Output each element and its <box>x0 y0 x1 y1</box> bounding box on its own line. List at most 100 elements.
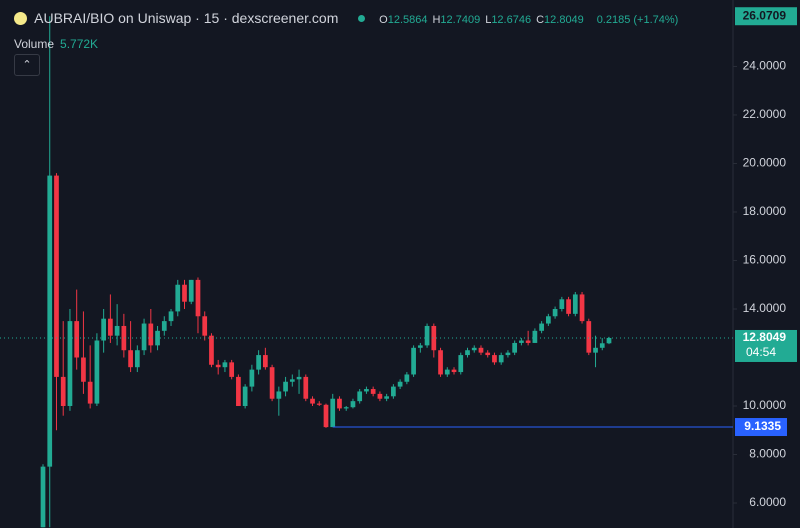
countdown: 04:54 <box>746 345 776 359</box>
candle-body <box>161 321 167 331</box>
ohlc-value: 12.7409 <box>440 14 481 26</box>
candle-body <box>81 357 86 382</box>
candle-body <box>559 299 565 309</box>
candle-body <box>397 381 403 387</box>
candle-body <box>202 316 208 336</box>
volume-legend: Volume 5.772K <box>14 37 98 51</box>
candle-body <box>148 323 154 346</box>
y-tick-label: 6.0000 <box>749 495 786 509</box>
candle-body <box>471 347 477 351</box>
candle-body <box>357 391 363 402</box>
candle-body <box>323 404 329 428</box>
change: 0.2185 (+1.74%) <box>596 14 679 26</box>
candle-body <box>195 279 201 317</box>
candle-body <box>444 369 450 375</box>
candle-body <box>532 330 538 343</box>
candle-body <box>229 362 235 377</box>
candle-body <box>364 389 369 392</box>
candle-body <box>465 350 470 356</box>
candle-body <box>262 355 268 368</box>
candle-body <box>451 369 457 373</box>
ohlc-key: O <box>379 14 388 26</box>
y-tick-label: 16.0000 <box>743 253 787 267</box>
ohlc-key: L <box>485 14 492 26</box>
candle-body <box>155 330 160 346</box>
status-dot <box>358 15 366 22</box>
legend-header: AUBRAI/BIO on Uniswap · 15 · dexscreener… <box>14 10 682 26</box>
candle-body <box>121 325 127 351</box>
candle-body <box>47 175 53 467</box>
candle-body <box>236 376 241 407</box>
token-icon <box>14 12 27 25</box>
price-line-label: 9.1335 <box>744 419 781 433</box>
candle-body <box>175 284 181 312</box>
candle-body <box>40 466 46 528</box>
ohlc-key: C <box>536 14 545 26</box>
candle-body <box>424 325 430 346</box>
candle-body <box>545 316 551 324</box>
candle-body <box>343 407 349 409</box>
candle-body <box>606 337 612 344</box>
ohlc-value: 12.5864 <box>387 14 428 26</box>
y-tick-label: 14.0000 <box>743 301 787 315</box>
candle-body <box>242 386 248 407</box>
candle-body <box>539 323 544 331</box>
candle-body <box>411 347 416 375</box>
high-marker-box <box>735 7 797 26</box>
candle-body <box>188 279 194 302</box>
ohlc: O12.5864 H12.7409 L12.6746 C12.8049 <box>379 10 589 26</box>
candle-body <box>60 376 66 407</box>
candle-body <box>391 386 396 397</box>
last-price-label: 12.8049 <box>743 330 787 344</box>
y-tick-label: 22.0000 <box>743 107 787 121</box>
candle-body <box>337 398 342 409</box>
candle-body <box>492 355 497 363</box>
candle-body <box>384 396 390 399</box>
candle-body <box>74 321 80 358</box>
candle-body <box>134 350 140 368</box>
candle-body <box>377 393 383 399</box>
candle-body <box>404 374 410 382</box>
ohlc-value: 12.6746 <box>491 14 532 26</box>
chart-title: AUBRAI/BIO on Uniswap · 15 · dexscreener… <box>34 10 339 26</box>
candle-body <box>431 325 437 351</box>
candle-body <box>94 340 100 404</box>
y-tick-label: 20.0000 <box>743 156 787 170</box>
candle-body <box>505 352 511 356</box>
candle-body <box>269 367 275 399</box>
candle-body <box>128 350 133 368</box>
candle-body <box>283 381 288 392</box>
candle-body <box>101 318 107 341</box>
candle-body <box>249 369 255 387</box>
candle-body <box>370 389 376 394</box>
volume-value: 5.772K <box>60 37 99 51</box>
candle-body <box>310 398 315 404</box>
candle-body <box>572 294 578 314</box>
candle-body <box>519 340 524 343</box>
candle-body <box>579 294 585 322</box>
y-tick-label: 10.0000 <box>743 398 787 412</box>
candle-body <box>438 350 443 375</box>
candle-body <box>525 340 531 343</box>
candle-body <box>289 379 295 382</box>
candle-body <box>87 381 93 404</box>
candle-body <box>485 352 491 356</box>
last-price-box <box>735 329 797 362</box>
y-tick-label: 8.0000 <box>749 447 786 461</box>
candle-body <box>512 342 518 353</box>
candle-body <box>141 323 147 351</box>
collapse-button[interactable]: ⌃ <box>14 54 40 76</box>
high-marker-label: 26.0709 <box>743 8 787 22</box>
candle-body <box>566 299 571 314</box>
candle-body <box>108 318 113 336</box>
candle-body <box>316 403 322 405</box>
price-line-box <box>735 418 787 437</box>
candle-body <box>552 308 558 317</box>
candle-body <box>54 175 59 377</box>
candle-body <box>599 343 605 348</box>
candle-body <box>296 376 302 380</box>
ohlc-key: H <box>432 14 441 26</box>
candle-body <box>256 355 261 370</box>
